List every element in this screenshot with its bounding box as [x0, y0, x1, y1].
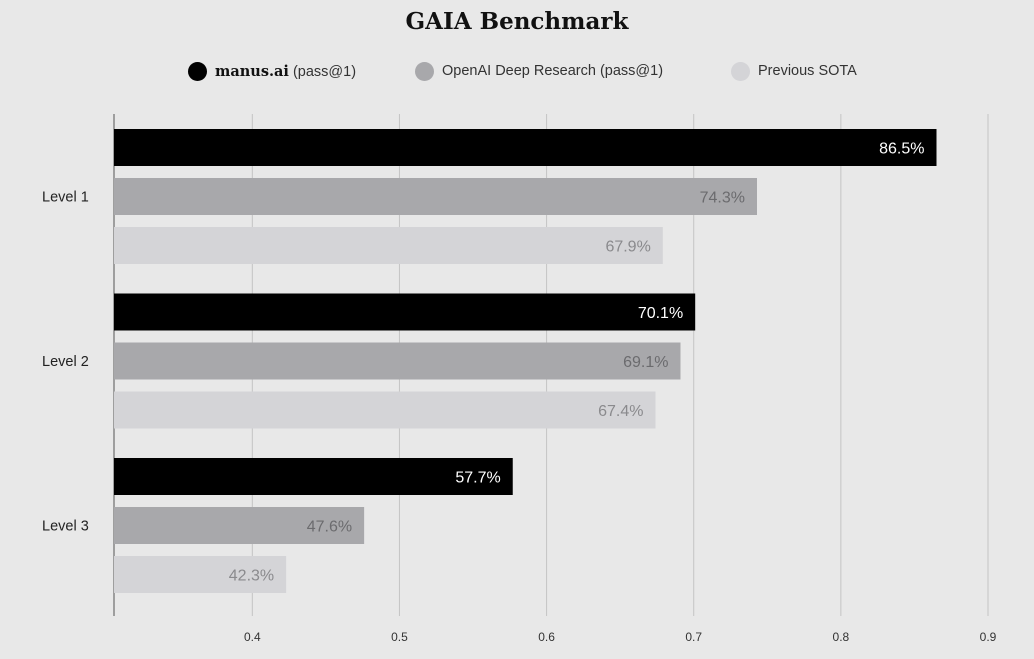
x-tick-label: 0.8: [833, 630, 850, 644]
legend-item-manus: manus.ai (pass@1): [188, 58, 356, 84]
legend-swatch-openai: [415, 61, 434, 81]
legend-item-sota: Previous SOTA: [731, 58, 857, 84]
chart-title: GAIA Benchmark: [405, 8, 629, 35]
bar: [114, 129, 937, 166]
legend-label-sota: Previous SOTA: [758, 63, 857, 79]
x-tick-label: 0.6: [538, 630, 555, 644]
x-tick-label: 0.7: [685, 630, 702, 644]
legend-label-openai: OpenAI Deep Research (pass@1): [442, 63, 664, 79]
legend-swatch-sota: [731, 61, 750, 81]
bar: [114, 227, 663, 264]
category-label: Level 1: [42, 190, 89, 206]
bar-value-label: 57.7%: [455, 470, 500, 487]
bar-value-label: 67.4%: [598, 403, 643, 420]
bar: [114, 178, 757, 215]
bar-value-label: 74.3%: [700, 190, 745, 207]
category-label: Level 3: [42, 519, 89, 535]
bar: [114, 293, 696, 331]
legend-swatch-manus: [188, 61, 207, 81]
bar: [114, 342, 681, 380]
bar-value-label: 86.5%: [879, 141, 924, 158]
bar-value-label: 67.9%: [605, 239, 650, 256]
x-tick-label: 0.9: [980, 630, 997, 644]
bar-value-label: 42.3%: [229, 568, 274, 585]
category-label: Level 2: [42, 354, 89, 370]
x-tick-label: 0.4: [244, 630, 261, 644]
chart-legend: manus.ai (pass@1) OpenAI Deep Research (…: [0, 58, 1034, 84]
legend-item-openai: OpenAI Deep Research (pass@1): [415, 58, 663, 84]
bar-value-label: 47.6%: [307, 519, 352, 536]
bar: [114, 507, 365, 544]
bar: [114, 458, 513, 495]
bar-value-label: 70.1%: [638, 305, 683, 322]
bar-value-label: 69.1%: [623, 354, 668, 371]
bar: [114, 391, 656, 429]
bar: [114, 556, 287, 593]
legend-label-manus: manus.ai (pass@1): [215, 62, 357, 80]
x-tick-label: 0.5: [391, 630, 408, 644]
